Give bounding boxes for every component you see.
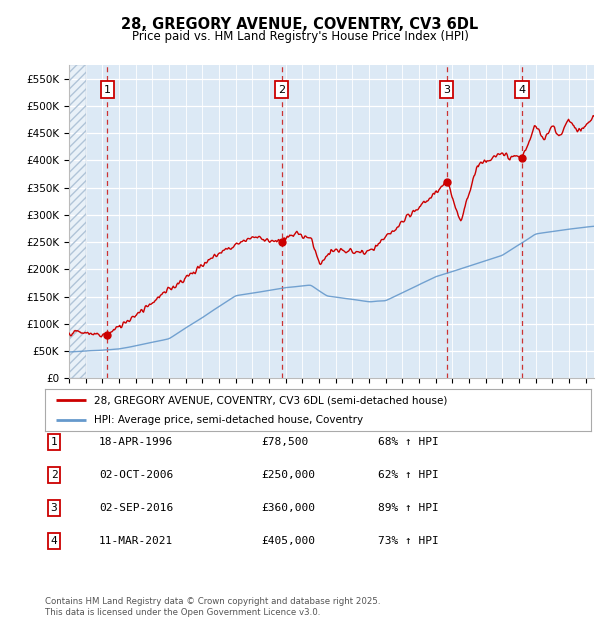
Text: £360,000: £360,000	[261, 503, 315, 513]
Text: 4: 4	[50, 536, 58, 546]
Text: 28, GREGORY AVENUE, COVENTRY, CV3 6DL (semi-detached house): 28, GREGORY AVENUE, COVENTRY, CV3 6DL (s…	[94, 395, 448, 405]
Text: 4: 4	[518, 84, 526, 95]
Text: 1: 1	[104, 84, 110, 95]
Text: 3: 3	[50, 503, 58, 513]
Text: Contains HM Land Registry data © Crown copyright and database right 2025.
This d: Contains HM Land Registry data © Crown c…	[45, 598, 380, 617]
Text: 62% ↑ HPI: 62% ↑ HPI	[378, 470, 439, 480]
Text: 28, GREGORY AVENUE, COVENTRY, CV3 6DL: 28, GREGORY AVENUE, COVENTRY, CV3 6DL	[121, 17, 479, 32]
Text: 11-MAR-2021: 11-MAR-2021	[99, 536, 173, 546]
Text: 68% ↑ HPI: 68% ↑ HPI	[378, 437, 439, 447]
Text: 2: 2	[278, 84, 285, 95]
Text: 89% ↑ HPI: 89% ↑ HPI	[378, 503, 439, 513]
Text: Price paid vs. HM Land Registry's House Price Index (HPI): Price paid vs. HM Land Registry's House …	[131, 30, 469, 43]
Text: 1: 1	[50, 437, 58, 447]
Text: £78,500: £78,500	[261, 437, 308, 447]
Text: 2: 2	[50, 470, 58, 480]
Text: 73% ↑ HPI: 73% ↑ HPI	[378, 536, 439, 546]
Text: 18-APR-1996: 18-APR-1996	[99, 437, 173, 447]
Text: 3: 3	[443, 84, 451, 95]
Text: £405,000: £405,000	[261, 536, 315, 546]
Text: 02-SEP-2016: 02-SEP-2016	[99, 503, 173, 513]
Text: 02-OCT-2006: 02-OCT-2006	[99, 470, 173, 480]
Text: £250,000: £250,000	[261, 470, 315, 480]
Text: HPI: Average price, semi-detached house, Coventry: HPI: Average price, semi-detached house,…	[94, 415, 363, 425]
